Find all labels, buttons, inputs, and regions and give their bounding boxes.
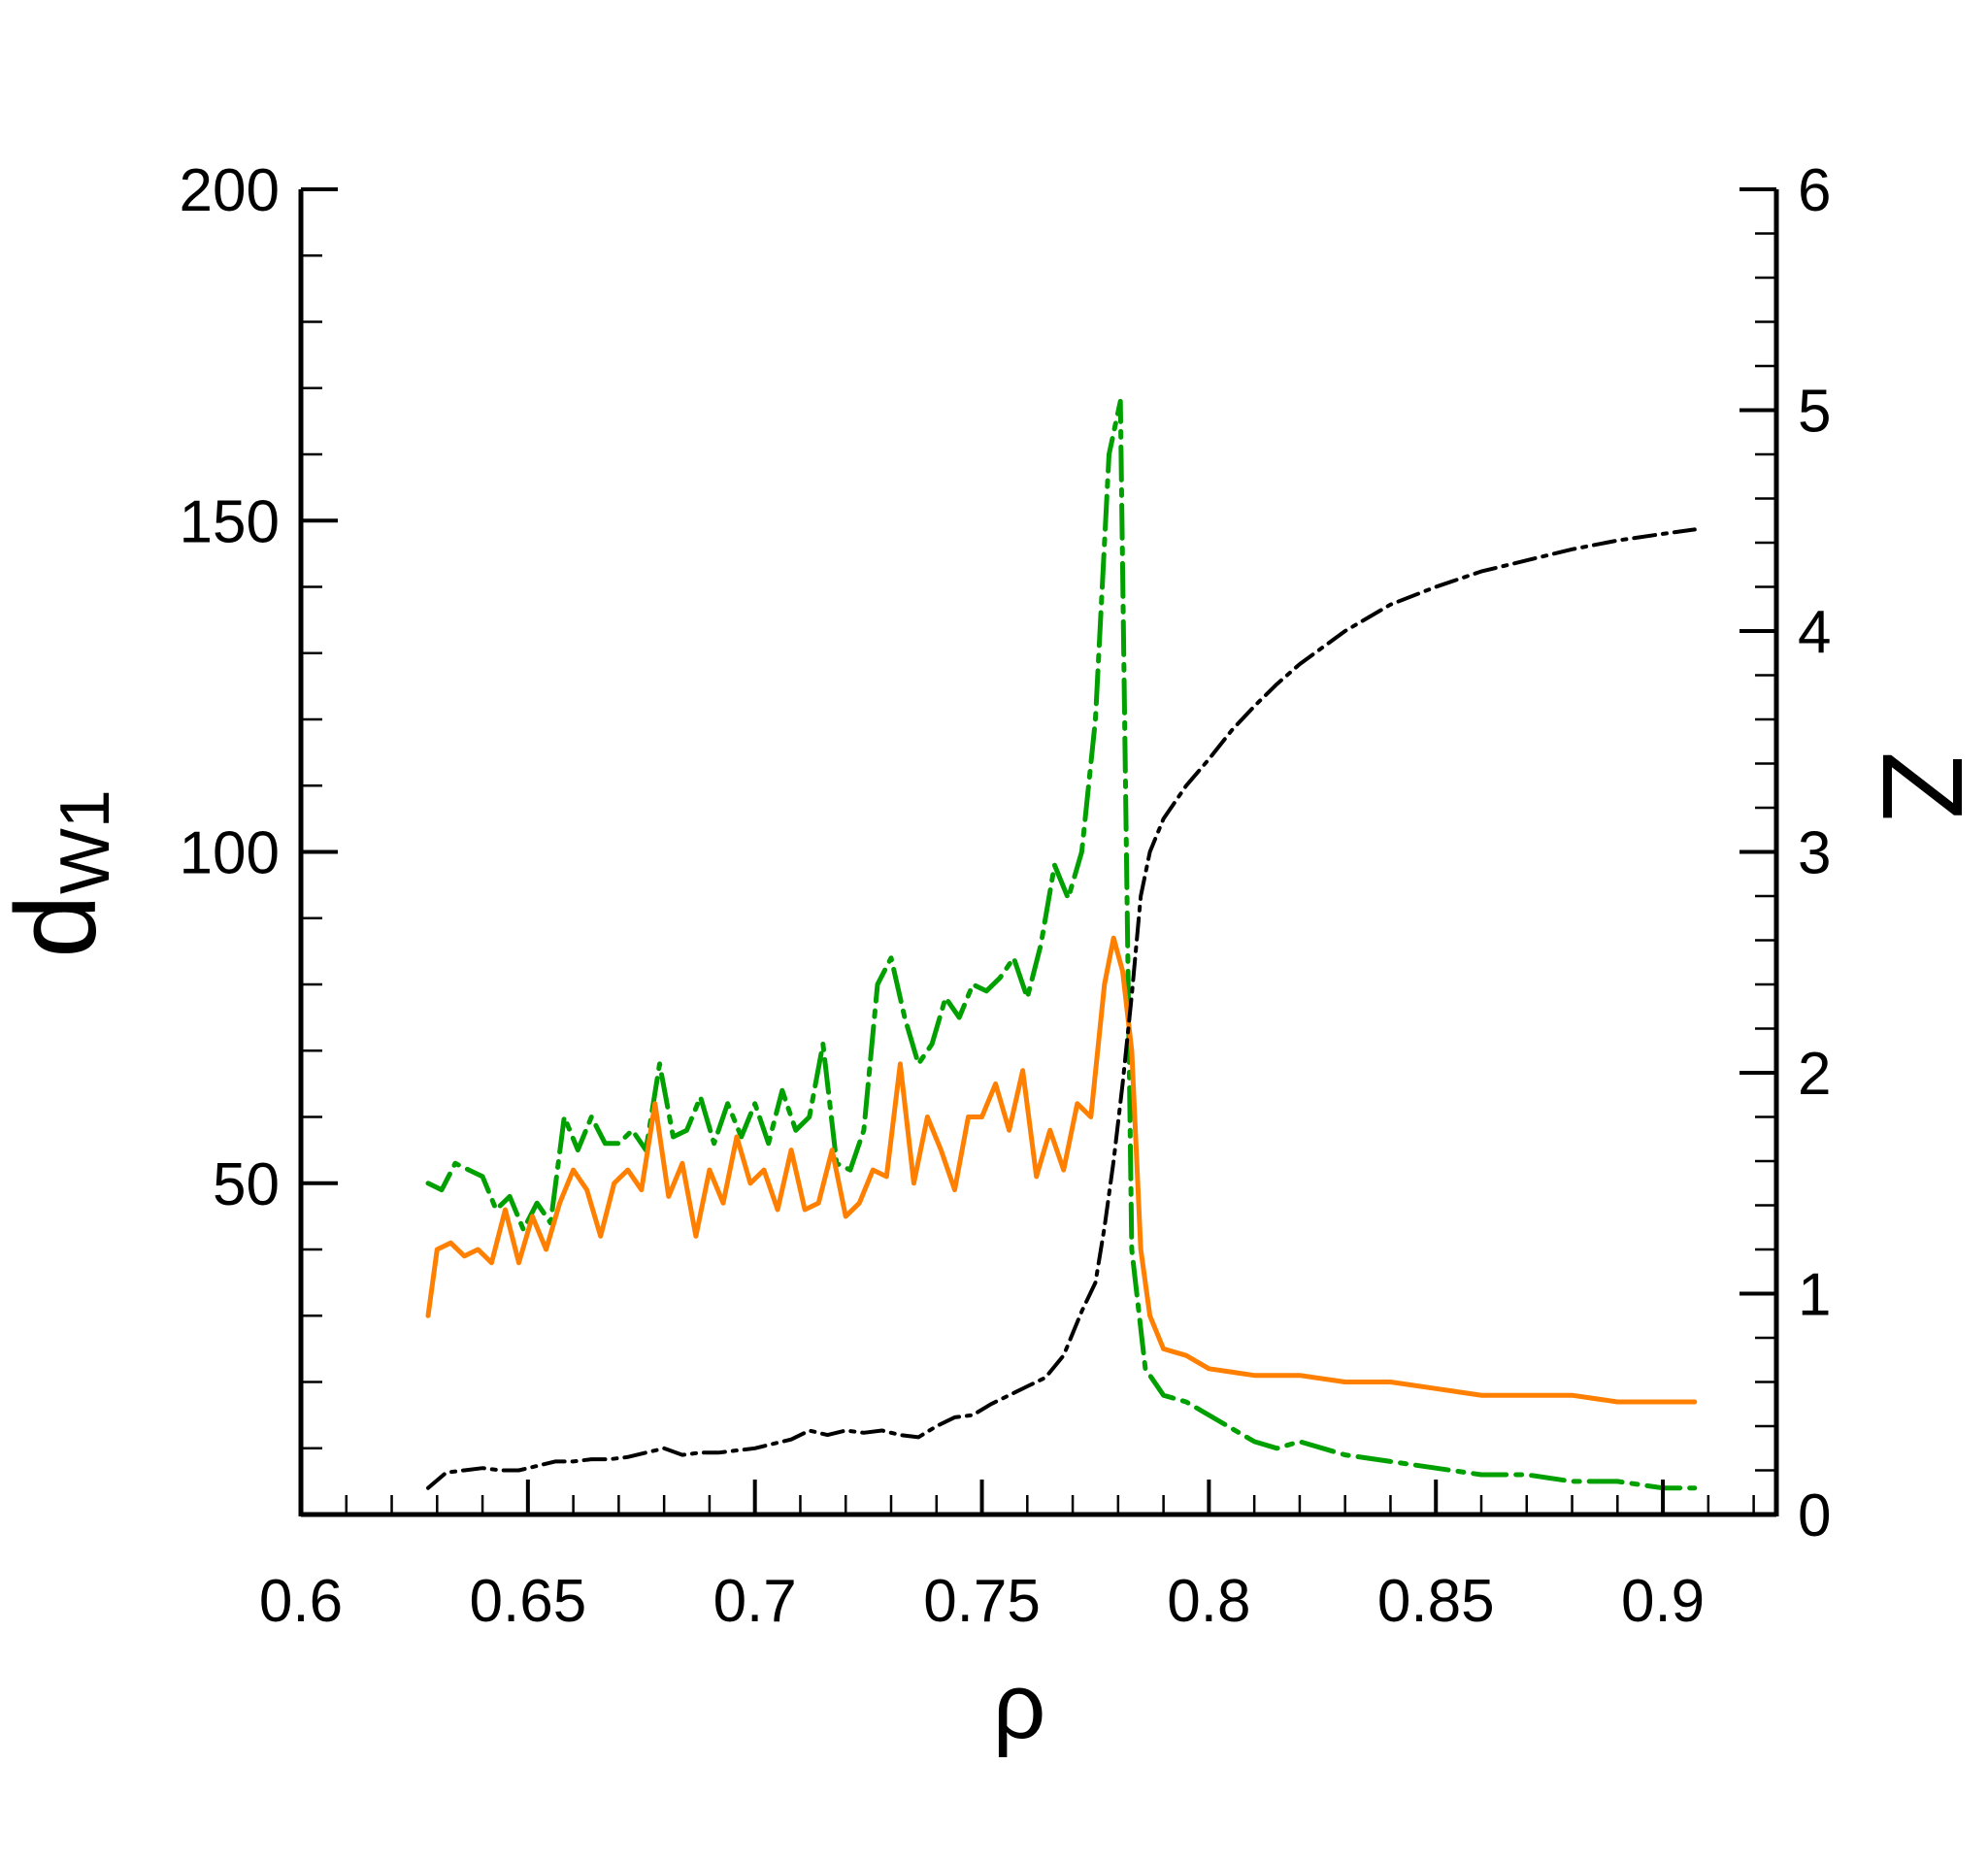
- axes-layer: [298, 187, 1779, 1517]
- y2-tick-label: 6: [1798, 157, 1831, 224]
- y-tick-label: 100: [180, 820, 280, 887]
- series-line-1: [425, 935, 1698, 1405]
- x-tick-label: 0.6: [259, 1568, 343, 1635]
- y2-tick-label: 4: [1798, 599, 1831, 666]
- series-layer: [425, 398, 1698, 1491]
- x-tick-label: 0.85: [1377, 1568, 1495, 1635]
- y-tick-label: 200: [180, 157, 280, 224]
- y2-tick-label: 1: [1798, 1262, 1831, 1329]
- y-tick-label: 50: [213, 1151, 280, 1218]
- x-tick-label: 0.75: [923, 1568, 1041, 1635]
- x-tick-label: 0.65: [470, 1568, 587, 1635]
- series-line-0: [425, 398, 1698, 1491]
- y2-tick-label: 5: [1798, 379, 1831, 446]
- x-axis-title: ρ: [993, 1654, 1046, 1758]
- x-tick-label: 0.9: [1621, 1568, 1705, 1635]
- y2-tick-label: 0: [1798, 1482, 1831, 1549]
- x-tick-label: 0.8: [1167, 1568, 1250, 1635]
- y-axis-title-main: d: [0, 894, 120, 958]
- y2-axis-title: Z: [1858, 751, 1986, 821]
- y2-tick-label: 3: [1798, 820, 1831, 887]
- y-axis-title: dW1: [0, 789, 124, 958]
- y2-tick-label: 2: [1798, 1041, 1831, 1108]
- y-axis-title-sub: W1: [47, 789, 124, 894]
- y-tick-label: 150: [180, 488, 280, 555]
- series-line-2: [426, 527, 1697, 1490]
- tick-labels-layer: 0.6 0.65 0.7 0.75 0.8 0.85 0.9 50 100 150 200 0 1 2 3 4…: [180, 157, 1832, 1635]
- x-tick-label: 0.7: [713, 1568, 797, 1635]
